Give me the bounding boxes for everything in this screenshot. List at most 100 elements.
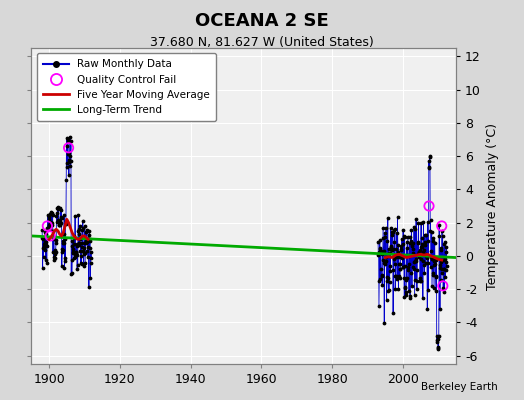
Point bbox=[75, 222, 84, 229]
Point bbox=[400, 234, 409, 240]
Point bbox=[427, 264, 435, 270]
Point bbox=[416, 256, 424, 262]
Point bbox=[374, 238, 382, 245]
Point bbox=[67, 158, 75, 164]
Point bbox=[438, 266, 446, 272]
Point bbox=[385, 279, 394, 285]
Point bbox=[60, 264, 69, 271]
Point bbox=[80, 262, 88, 269]
Point bbox=[80, 251, 89, 257]
Point bbox=[66, 133, 74, 140]
Point bbox=[73, 252, 82, 258]
Point bbox=[436, 245, 445, 252]
Point bbox=[422, 254, 431, 261]
Point bbox=[421, 239, 429, 246]
Point bbox=[50, 257, 59, 263]
Point bbox=[57, 220, 65, 226]
Point bbox=[404, 264, 412, 270]
Point bbox=[429, 238, 437, 244]
Point bbox=[399, 227, 407, 234]
Point bbox=[58, 249, 66, 256]
Point bbox=[395, 260, 403, 267]
Point bbox=[388, 229, 397, 236]
Point bbox=[396, 275, 404, 282]
Point bbox=[67, 243, 75, 249]
Point bbox=[51, 255, 59, 262]
Point bbox=[415, 249, 423, 256]
Point bbox=[401, 285, 409, 291]
Point bbox=[389, 310, 397, 316]
Point bbox=[46, 226, 54, 232]
Point bbox=[384, 275, 392, 281]
Point bbox=[48, 210, 57, 216]
Point bbox=[374, 252, 383, 258]
Point bbox=[82, 229, 90, 236]
Point bbox=[397, 246, 406, 253]
Point bbox=[79, 218, 87, 224]
Point bbox=[82, 239, 91, 245]
Point bbox=[60, 212, 68, 218]
Point bbox=[410, 292, 419, 298]
Point bbox=[387, 243, 395, 250]
Point bbox=[51, 249, 60, 255]
Point bbox=[380, 230, 389, 236]
Point bbox=[71, 254, 80, 261]
Point bbox=[407, 270, 415, 277]
Point bbox=[430, 240, 439, 246]
Point bbox=[381, 258, 390, 264]
Y-axis label: Temperature Anomaly (°C): Temperature Anomaly (°C) bbox=[486, 122, 499, 290]
Point bbox=[432, 288, 440, 295]
Point bbox=[53, 205, 61, 211]
Point bbox=[69, 233, 78, 240]
Point bbox=[66, 163, 74, 169]
Point bbox=[82, 238, 91, 244]
Point bbox=[68, 257, 77, 263]
Point bbox=[426, 228, 434, 234]
Point bbox=[425, 154, 434, 160]
Point bbox=[376, 237, 384, 244]
Point bbox=[414, 240, 422, 246]
Point bbox=[45, 215, 53, 222]
Point bbox=[80, 245, 88, 252]
Point bbox=[417, 220, 425, 226]
Point bbox=[439, 266, 447, 272]
Point bbox=[69, 246, 77, 253]
Point bbox=[410, 266, 418, 272]
Point bbox=[403, 234, 412, 240]
Point bbox=[410, 224, 418, 230]
Point bbox=[57, 214, 65, 220]
Point bbox=[424, 158, 433, 164]
Point bbox=[419, 219, 428, 225]
Point bbox=[381, 259, 390, 265]
Point bbox=[79, 248, 88, 255]
Point bbox=[66, 152, 74, 159]
Point bbox=[423, 254, 431, 261]
Point bbox=[49, 228, 58, 234]
Point bbox=[428, 283, 436, 290]
Point bbox=[429, 235, 438, 242]
Point bbox=[85, 284, 93, 290]
Point bbox=[414, 249, 423, 256]
Point bbox=[418, 241, 426, 248]
Point bbox=[41, 257, 50, 264]
Point bbox=[397, 243, 405, 250]
Point bbox=[412, 216, 420, 222]
Point bbox=[437, 276, 445, 283]
Point bbox=[394, 286, 402, 292]
Point bbox=[387, 225, 395, 232]
Point bbox=[441, 249, 450, 255]
Point bbox=[422, 250, 431, 257]
Point bbox=[48, 220, 56, 226]
Point bbox=[76, 248, 84, 254]
Point bbox=[396, 266, 405, 272]
Point bbox=[43, 212, 52, 219]
Point bbox=[395, 254, 403, 260]
Point bbox=[427, 254, 435, 260]
Point bbox=[406, 234, 414, 241]
Point bbox=[425, 165, 433, 172]
Point bbox=[72, 250, 80, 257]
Point bbox=[435, 233, 443, 239]
Point bbox=[62, 135, 71, 142]
Point bbox=[83, 226, 91, 233]
Point bbox=[376, 246, 385, 252]
